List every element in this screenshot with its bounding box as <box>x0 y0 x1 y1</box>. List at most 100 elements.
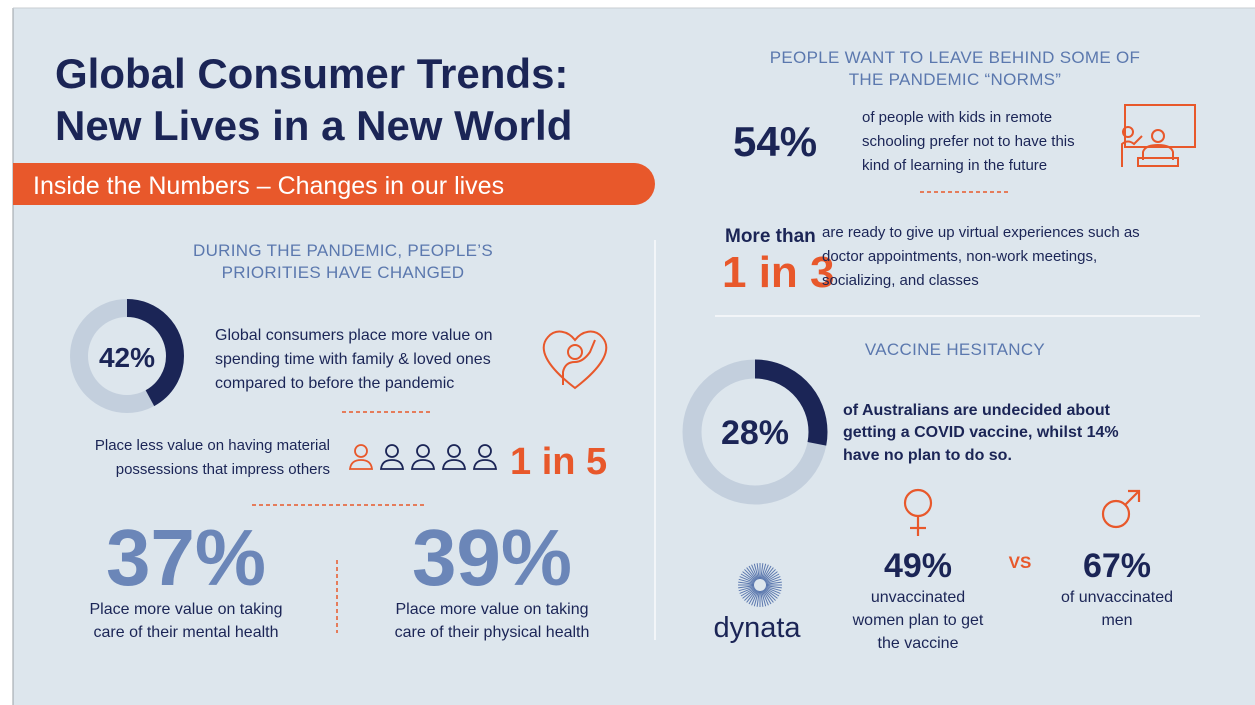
stat-text: schooling prefer not to have this <box>862 133 1075 150</box>
stat-text: spending time with family & loved ones <box>215 351 491 368</box>
stat-text: of unvaccinated <box>1061 589 1173 606</box>
donut-label: 28% <box>721 414 789 452</box>
logo-ray <box>761 590 769 606</box>
logo-ray <box>756 590 760 607</box>
logo-ray <box>753 563 759 580</box>
stat-text: kind of learning in the future <box>862 157 1047 174</box>
stat-text: the vaccine <box>878 635 959 652</box>
stat-text: men <box>1101 612 1132 629</box>
logo-ray <box>748 565 758 581</box>
logo-ray <box>765 585 782 589</box>
stat-text: are ready to give up virtual experiences… <box>822 224 1140 241</box>
logo-mark <box>738 563 782 607</box>
logo-ray <box>765 576 781 584</box>
donut-label: 42% <box>99 342 155 373</box>
big-stat: 39% <box>412 513 572 602</box>
stat-text: Place less value on having material <box>95 437 330 454</box>
logo-ray <box>744 569 757 582</box>
logo-ray <box>746 589 757 603</box>
stat-prefix: More than <box>725 226 816 247</box>
stat-text: have no plan to do so. <box>843 447 1012 464</box>
logo-ray <box>744 588 757 601</box>
section-heading: THE PANDEMIC “NORMS” <box>849 70 1062 89</box>
section-heading: VACCINE HESITANCY <box>865 340 1045 359</box>
big-stat: 37% <box>106 513 266 602</box>
stat: 1 in 5 <box>510 441 607 483</box>
stat: 1 in 3 <box>722 248 835 297</box>
logo-ray <box>753 590 759 607</box>
stat-text: of people with kids in remote <box>862 109 1052 126</box>
people-icons <box>348 444 498 470</box>
stat-text: doctor appointments, non-work meetings, <box>822 248 1097 265</box>
logo-ray <box>760 563 764 580</box>
stat-text: women plan to get <box>852 612 984 629</box>
logo-ray <box>763 569 776 582</box>
section-heading: PRIORITIES HAVE CHANGED <box>222 263 465 282</box>
logo-ray <box>764 573 780 583</box>
logo-ray <box>764 571 778 582</box>
stat-text: getting a COVID vaccine, whilst 14% <box>843 424 1119 441</box>
logo-ray <box>740 573 756 583</box>
logo-ray <box>762 589 772 605</box>
stat-text: Place more value on taking <box>90 601 283 618</box>
banner <box>13 163 655 205</box>
stat-text: possessions that impress others <box>116 461 330 478</box>
logo-ray <box>761 564 769 580</box>
logo-ray <box>742 571 756 582</box>
female-icon <box>903 488 933 536</box>
logo-ray <box>740 587 756 597</box>
logo-ray <box>739 576 755 584</box>
stat-text: socializing, and classes <box>822 272 979 289</box>
title: Global Consumer Trends: <box>55 50 568 97</box>
stat-text: Place more value on taking <box>396 601 589 618</box>
logo-ray <box>761 563 767 580</box>
logo-ray <box>738 578 755 584</box>
stat-text: Global consumers place more value on <box>215 327 492 344</box>
logo-ray <box>738 586 755 592</box>
male-icon <box>1101 489 1141 529</box>
section-heading: DURING THE PANDEMIC, PEOPLE’S <box>193 241 493 260</box>
logo-ray <box>748 589 758 605</box>
logo-ray <box>760 590 764 607</box>
stat-text: compared to before the pandemic <box>215 375 454 392</box>
stat-text: care of their physical health <box>395 624 590 641</box>
donut <box>70 299 184 413</box>
logo-ray <box>738 581 755 585</box>
section-heading: PEOPLE WANT TO LEAVE BEHIND SOME OF <box>770 48 1140 67</box>
logo-ray <box>761 590 767 607</box>
donut-arc <box>682 359 828 505</box>
logo-text: dynata <box>713 612 801 644</box>
logo-ray <box>738 585 755 589</box>
logo-ray <box>765 581 782 585</box>
background <box>13 8 1255 705</box>
logo-ray <box>751 590 759 606</box>
logo-ray <box>765 578 782 584</box>
logo-ray <box>762 565 772 581</box>
stat: 54% <box>733 118 817 165</box>
logo-ray <box>764 588 778 599</box>
donut <box>682 359 828 505</box>
stat-text: unvaccinated <box>871 589 965 606</box>
stat: 67% <box>1083 547 1151 585</box>
logo-ray <box>764 587 780 597</box>
donut-arc <box>70 299 184 413</box>
stat-text: of Australians are undecided about <box>843 402 1111 419</box>
heart-icon <box>542 330 608 390</box>
vs: VS <box>1009 553 1032 572</box>
stat: 49% <box>884 547 952 585</box>
stat-text: care of their mental health <box>94 624 279 641</box>
logo-ray <box>751 564 759 580</box>
logo-ray <box>765 586 782 592</box>
logo-ray <box>742 588 756 599</box>
banner-text: Inside the Numbers – Changes in our live… <box>33 172 504 200</box>
logo-ray <box>739 586 755 594</box>
logo-ray <box>763 588 776 601</box>
logo-ray <box>763 567 774 581</box>
logo-ray <box>756 563 760 580</box>
logo-ray <box>746 567 757 581</box>
title: New Lives in a New World <box>55 102 572 149</box>
teacher-icon <box>1121 104 1196 167</box>
logo-ray <box>763 589 774 603</box>
logo-ray <box>765 586 781 594</box>
